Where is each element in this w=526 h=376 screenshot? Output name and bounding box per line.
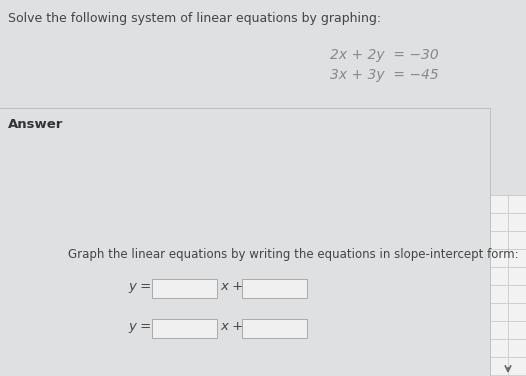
Text: x +: x +: [220, 320, 243, 333]
Bar: [508, 213, 526, 231]
Bar: [490, 231, 508, 249]
Bar: [152, 319, 217, 338]
Bar: [490, 303, 508, 321]
Text: 3x + 3y  = −45: 3x + 3y = −45: [330, 68, 439, 82]
Text: y =: y =: [128, 280, 151, 293]
Bar: [508, 195, 526, 213]
Bar: [508, 267, 526, 285]
Bar: [490, 267, 508, 285]
Bar: [490, 249, 508, 267]
Bar: [508, 321, 526, 339]
Text: 2x + 2y  = −30: 2x + 2y = −30: [330, 48, 439, 62]
Bar: [508, 285, 526, 303]
Bar: [508, 231, 526, 249]
Bar: [490, 339, 508, 357]
Bar: [490, 213, 508, 231]
Bar: [242, 319, 307, 338]
Bar: [490, 321, 508, 339]
Text: x +: x +: [220, 280, 243, 293]
Bar: [508, 249, 526, 267]
Bar: [508, 357, 526, 375]
Bar: [490, 285, 508, 303]
Text: Answer: Answer: [8, 118, 63, 131]
Bar: [242, 279, 307, 298]
Bar: [490, 195, 526, 376]
Bar: [508, 303, 526, 321]
Text: y =: y =: [128, 320, 151, 333]
Bar: [152, 279, 217, 298]
Text: Solve the following system of linear equations by graphing:: Solve the following system of linear equ…: [8, 12, 381, 25]
Bar: [490, 195, 508, 213]
Text: Graph the linear equations by writing the equations in slope-intercept form:: Graph the linear equations by writing th…: [68, 248, 519, 261]
Bar: [490, 357, 508, 375]
Bar: [508, 339, 526, 357]
